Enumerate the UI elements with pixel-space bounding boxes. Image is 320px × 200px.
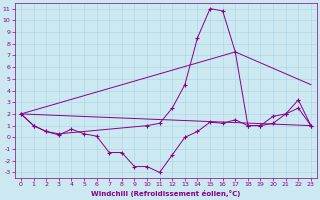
X-axis label: Windchill (Refroidissement éolien,°C): Windchill (Refroidissement éolien,°C) bbox=[91, 190, 241, 197]
